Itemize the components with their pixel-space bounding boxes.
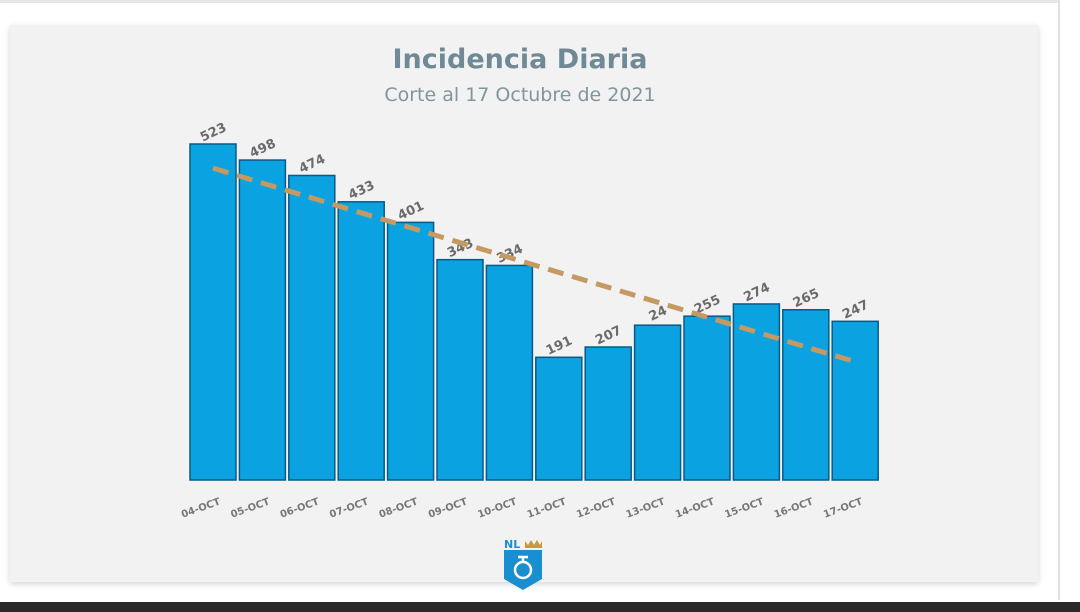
bar-14-OCT	[683, 315, 731, 481]
bar-12-OCT	[584, 346, 632, 481]
x-tick-label: 12-OCT	[575, 496, 617, 520]
x-tick-label: 15-OCT	[723, 496, 765, 520]
x-tick-label: 17-OCT	[822, 496, 864, 520]
data-label: 265	[791, 286, 822, 311]
bar-06-OCT	[288, 174, 336, 481]
x-tick-label: 09-OCT	[427, 496, 469, 520]
data-label: 401	[396, 199, 427, 224]
data-label: 474	[297, 152, 328, 177]
x-tick-label: 11-OCT	[526, 496, 568, 520]
data-label: 191	[544, 334, 575, 359]
data-label: 433	[346, 178, 377, 203]
data-label: 334	[494, 242, 525, 267]
chart-title: Incidencia Diaria	[392, 44, 648, 75]
data-label: 523	[198, 120, 229, 145]
bar-07-OCT	[337, 201, 385, 481]
x-tick-label: 16-OCT	[773, 496, 815, 520]
x-tick-label: 14-OCT	[674, 496, 716, 520]
top-border	[0, 0, 1058, 3]
right-border	[1058, 0, 1060, 600]
bar-16-OCT	[782, 309, 830, 481]
x-tick-label: 06-OCT	[279, 496, 321, 520]
x-tick-label: 13-OCT	[625, 496, 667, 520]
chart-subtitle: Corte al 17 Octubre de 2021	[384, 84, 656, 106]
data-label: 207	[593, 323, 624, 348]
x-tick-label: 04-OCT	[180, 496, 222, 520]
svg-text:NL: NL	[504, 538, 520, 551]
bar-13-OCT	[633, 324, 682, 481]
bar-05-OCT	[238, 159, 287, 481]
bar-11-OCT	[535, 356, 583, 481]
bar-09-OCT	[436, 258, 484, 481]
bar-08-OCT	[386, 221, 435, 481]
trend-line	[212, 165, 856, 365]
bar-04-OCT	[189, 143, 237, 481]
bar-17-OCT	[831, 320, 879, 481]
bottom-bar	[0, 602, 1080, 612]
data-label: 343	[445, 236, 476, 261]
data-label: 247	[840, 298, 871, 323]
data-label: 274	[741, 280, 772, 305]
x-tick-label: 07-OCT	[328, 496, 370, 520]
nl-logo: NL	[504, 538, 542, 590]
x-tick-label: 08-OCT	[378, 496, 420, 520]
bar-15-OCT	[732, 303, 781, 481]
data-label: 24	[647, 303, 670, 324]
x-tick-label: 05-OCT	[229, 496, 271, 520]
x-tick-label: 10-OCT	[476, 496, 518, 520]
bar-10-OCT	[485, 264, 534, 481]
data-label: 498	[247, 136, 278, 161]
